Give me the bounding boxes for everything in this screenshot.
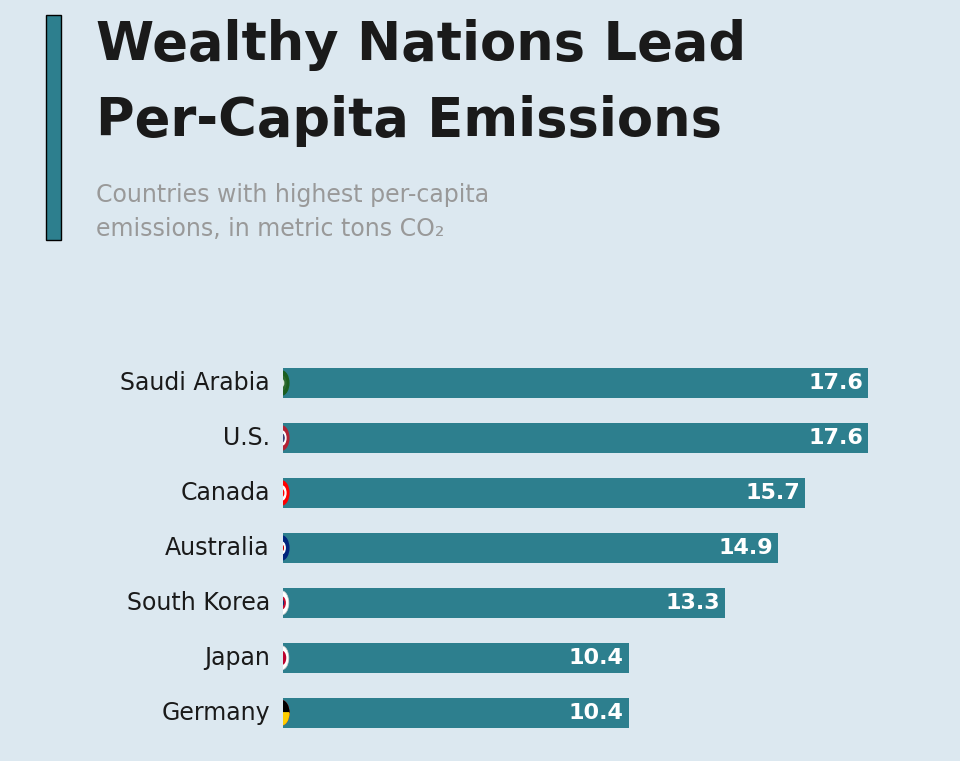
Text: Japan: Japan — [204, 646, 270, 670]
Circle shape — [275, 371, 289, 395]
Circle shape — [277, 542, 285, 554]
Circle shape — [279, 380, 284, 387]
Bar — [283, 423, 868, 453]
Text: Canada: Canada — [180, 481, 270, 505]
Bar — [283, 587, 725, 618]
Text: Germany: Germany — [161, 701, 270, 724]
Bar — [283, 533, 779, 563]
Text: Wealthy Nations Lead: Wealthy Nations Lead — [96, 19, 746, 71]
Wedge shape — [281, 713, 289, 725]
Circle shape — [275, 481, 289, 505]
Circle shape — [275, 701, 289, 725]
Circle shape — [275, 591, 289, 615]
Bar — [283, 698, 629, 728]
Text: Countries with highest per-capita: Countries with highest per-capita — [96, 183, 490, 207]
Circle shape — [277, 376, 286, 390]
Bar — [283, 643, 629, 673]
Wedge shape — [275, 701, 289, 713]
Circle shape — [277, 651, 285, 664]
Bar — [283, 478, 804, 508]
Text: 13.3: 13.3 — [665, 593, 720, 613]
Text: 17.6: 17.6 — [808, 373, 863, 393]
Text: Australia: Australia — [165, 536, 270, 560]
Text: 10.4: 10.4 — [569, 648, 624, 668]
Circle shape — [277, 431, 286, 445]
Wedge shape — [275, 713, 281, 725]
Circle shape — [275, 536, 289, 560]
Text: Saudi Arabia: Saudi Arabia — [120, 371, 270, 395]
Circle shape — [279, 434, 284, 442]
Text: 14.9: 14.9 — [719, 538, 774, 558]
Text: 17.6: 17.6 — [808, 428, 863, 448]
Circle shape — [277, 597, 285, 609]
Circle shape — [277, 486, 286, 500]
Bar — [283, 368, 868, 398]
Text: Per-Capita Emissions: Per-Capita Emissions — [96, 95, 722, 147]
Text: 10.4: 10.4 — [569, 703, 624, 723]
Text: U.S.: U.S. — [223, 426, 270, 450]
Text: emissions, in metric tons CO₂: emissions, in metric tons CO₂ — [96, 217, 444, 241]
Circle shape — [279, 600, 283, 606]
Text: South Korea: South Korea — [127, 591, 270, 615]
Circle shape — [279, 489, 284, 497]
Circle shape — [275, 426, 289, 450]
Circle shape — [275, 646, 289, 670]
Circle shape — [279, 545, 283, 551]
Text: 15.7: 15.7 — [745, 483, 800, 503]
